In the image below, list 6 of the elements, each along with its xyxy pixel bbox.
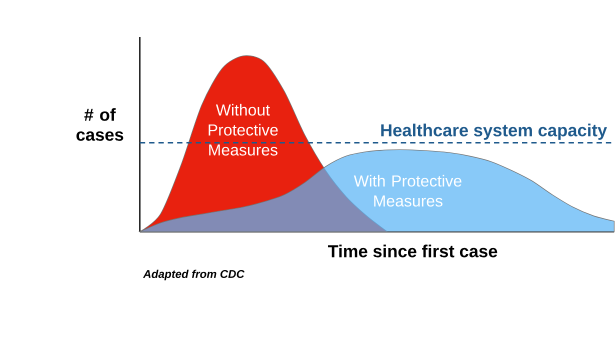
series-label: Without Protective Measures bbox=[208, 104, 278, 156]
text: Adapted from CDC bbox=[142, 270, 245, 280]
ref-line-label: Healthcare system capacity bbox=[381, 124, 608, 140]
y-axis-title: # of cases bbox=[76, 108, 124, 142]
series-label: With Protective Measures bbox=[354, 175, 462, 207]
x-axis-title: Time since first case bbox=[328, 244, 498, 258]
